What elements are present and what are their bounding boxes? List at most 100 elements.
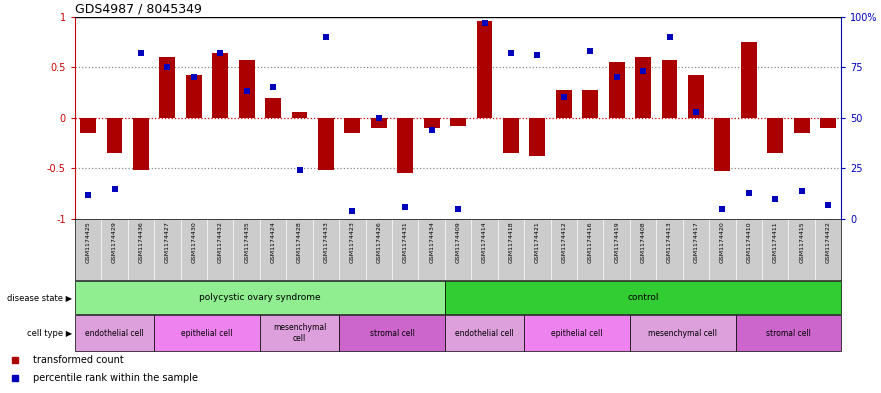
Bar bbox=[524, 315, 630, 351]
Point bbox=[768, 196, 782, 202]
Point bbox=[530, 52, 544, 58]
Text: GSM1174408: GSM1174408 bbox=[640, 221, 646, 263]
Text: GSM1174436: GSM1174436 bbox=[138, 221, 144, 263]
Text: GSM1174415: GSM1174415 bbox=[799, 221, 804, 263]
Text: GSM1174414: GSM1174414 bbox=[482, 221, 487, 263]
Text: GSM1174434: GSM1174434 bbox=[429, 221, 434, 263]
Bar bbox=[477, 20, 492, 118]
Bar bbox=[107, 118, 122, 153]
Text: percentile rank within the sample: percentile rank within the sample bbox=[33, 373, 198, 383]
Point bbox=[451, 206, 465, 212]
Point bbox=[663, 33, 677, 40]
Point bbox=[134, 50, 148, 56]
Bar bbox=[688, 75, 704, 118]
Point bbox=[292, 167, 307, 173]
Point bbox=[398, 204, 412, 210]
Point bbox=[266, 84, 280, 90]
Text: GSM1174430: GSM1174430 bbox=[191, 221, 196, 263]
Text: polycystic ovary syndrome: polycystic ovary syndrome bbox=[199, 293, 321, 301]
Bar bbox=[154, 315, 260, 351]
Point bbox=[689, 108, 703, 115]
Point bbox=[795, 187, 809, 194]
Text: GSM1174423: GSM1174423 bbox=[350, 221, 355, 263]
Point bbox=[107, 185, 122, 192]
Text: GSM1174424: GSM1174424 bbox=[270, 221, 276, 263]
Bar bbox=[212, 53, 228, 118]
Bar bbox=[714, 118, 730, 171]
Text: cell type ▶: cell type ▶ bbox=[27, 329, 72, 338]
Bar bbox=[662, 60, 677, 118]
Point bbox=[742, 189, 756, 196]
Text: GSM1174417: GSM1174417 bbox=[693, 221, 699, 263]
Text: disease state ▶: disease state ▶ bbox=[7, 293, 72, 301]
Text: stromal cell: stromal cell bbox=[766, 329, 811, 338]
Text: GSM1174410: GSM1174410 bbox=[746, 221, 751, 263]
Point bbox=[715, 206, 729, 212]
Point bbox=[240, 88, 254, 95]
Text: GSM1174432: GSM1174432 bbox=[218, 221, 223, 263]
Text: GSM1174435: GSM1174435 bbox=[244, 221, 249, 263]
Bar bbox=[75, 281, 445, 314]
Point bbox=[425, 127, 439, 133]
Bar bbox=[582, 90, 598, 118]
Point bbox=[636, 68, 650, 74]
Text: mesenchymal cell: mesenchymal cell bbox=[648, 329, 717, 338]
Text: GSM1174422: GSM1174422 bbox=[825, 221, 831, 263]
Bar bbox=[736, 315, 841, 351]
Bar bbox=[75, 315, 154, 351]
Point bbox=[504, 50, 518, 56]
Bar bbox=[80, 118, 96, 133]
Text: GDS4987 / 8045349: GDS4987 / 8045349 bbox=[75, 2, 202, 15]
Text: mesenchymal
cell: mesenchymal cell bbox=[273, 323, 326, 343]
Bar bbox=[445, 315, 524, 351]
Bar bbox=[371, 118, 387, 128]
Point bbox=[557, 94, 571, 101]
Point bbox=[610, 74, 624, 81]
Bar bbox=[609, 62, 625, 118]
Point bbox=[81, 191, 95, 198]
Bar bbox=[260, 315, 339, 351]
Bar bbox=[339, 315, 445, 351]
Text: GSM1174427: GSM1174427 bbox=[165, 221, 170, 263]
Bar bbox=[133, 118, 149, 170]
Bar bbox=[445, 281, 841, 314]
Bar bbox=[159, 57, 175, 118]
Text: epithelial cell: epithelial cell bbox=[552, 329, 603, 338]
Bar bbox=[503, 118, 519, 153]
Text: GSM1174409: GSM1174409 bbox=[455, 221, 461, 263]
Point bbox=[160, 64, 174, 70]
Bar bbox=[741, 42, 757, 118]
Text: GSM1174431: GSM1174431 bbox=[403, 221, 408, 263]
Bar bbox=[635, 57, 651, 118]
Text: GSM1174411: GSM1174411 bbox=[773, 221, 778, 263]
Text: GSM1174419: GSM1174419 bbox=[614, 221, 619, 263]
Point bbox=[187, 74, 201, 81]
Text: epithelial cell: epithelial cell bbox=[181, 329, 233, 338]
Text: GSM1174433: GSM1174433 bbox=[323, 221, 329, 263]
Bar bbox=[556, 90, 572, 118]
Text: GSM1174412: GSM1174412 bbox=[561, 221, 566, 263]
Bar bbox=[794, 118, 810, 133]
Bar bbox=[292, 112, 307, 118]
Bar bbox=[318, 118, 334, 170]
Text: GSM1174425: GSM1174425 bbox=[85, 221, 91, 263]
Text: transformed count: transformed count bbox=[33, 355, 124, 365]
Bar bbox=[767, 118, 783, 153]
Text: GSM1174413: GSM1174413 bbox=[667, 221, 672, 263]
Bar bbox=[186, 75, 202, 118]
Bar bbox=[529, 118, 545, 156]
Text: GSM1174426: GSM1174426 bbox=[376, 221, 381, 263]
Point bbox=[345, 208, 359, 214]
Point bbox=[372, 115, 386, 121]
Bar bbox=[239, 60, 255, 118]
Text: GSM1174429: GSM1174429 bbox=[112, 221, 117, 263]
Point bbox=[213, 50, 227, 56]
Bar bbox=[450, 118, 466, 126]
Point bbox=[478, 19, 492, 26]
Point bbox=[319, 33, 333, 40]
Text: control: control bbox=[627, 293, 659, 301]
Bar bbox=[344, 118, 360, 133]
Bar bbox=[630, 315, 736, 351]
Text: endothelial cell: endothelial cell bbox=[455, 329, 514, 338]
Bar bbox=[397, 118, 413, 173]
